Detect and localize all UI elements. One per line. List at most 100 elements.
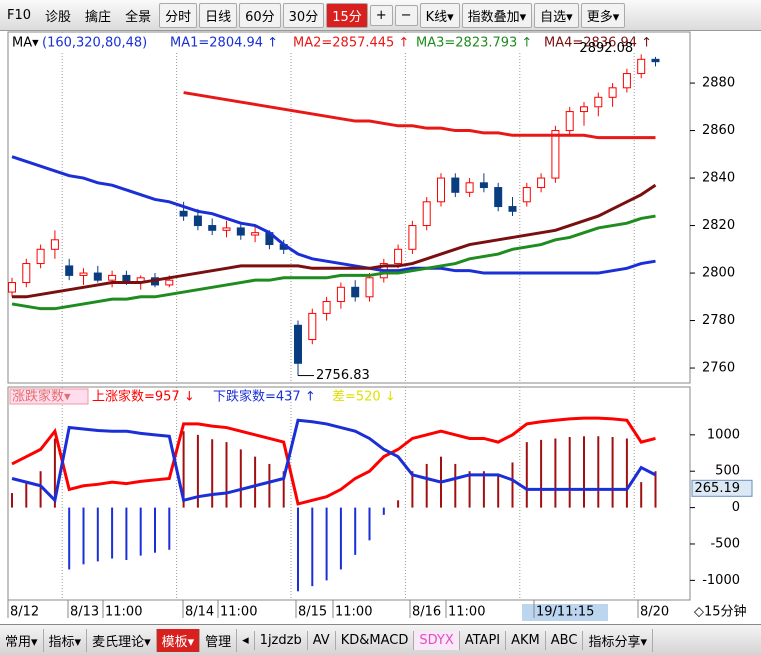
tab[interactable]: AKM [506,630,546,650]
y-tick-label: -500 [710,536,740,551]
ma-header: (160,320,80,48) [42,36,147,51]
ma-line [183,91,656,140]
ma-label: MA3=2823.793 ↑ [416,36,532,51]
toolbar-button[interactable]: 分时 [159,2,198,28]
toolbar-button[interactable]: K线▾ [419,2,460,28]
toolbar-button[interactable]: 日线 [199,2,238,28]
legend: 上涨家数=957 ↓ [92,389,195,405]
candle-body [236,227,245,236]
toolbar-button[interactable]: − [394,4,418,26]
candle-body [79,272,88,276]
low-annotation: 2756.83 [316,368,370,383]
ma-line [12,183,657,299]
candle-body [22,263,31,284]
tab[interactable]: 管理 [200,628,238,652]
y-tick-label: 2840 [702,171,735,186]
y-tick-label: 2800 [702,266,735,281]
toolbar-button[interactable]: 擒庄 [85,9,112,25]
candle-body [251,232,260,236]
candle-body [651,58,660,63]
candle-body [50,239,59,250]
x-tick-label: 19/11:15 [536,605,594,620]
y-tick-label: 2880 [702,76,735,91]
x-tick-label: 8/20 [640,605,669,620]
candle-body [522,187,531,203]
candle-body [408,225,417,250]
candle-body [108,274,117,281]
toolbar-button[interactable]: 更多▾ [580,2,626,28]
tab[interactable]: 麦氏理论▾ [87,628,157,652]
tab[interactable]: ATAPI [460,630,507,650]
candle-body [479,182,488,189]
candle-body [451,177,460,193]
tab[interactable]: 模板▾ [156,628,201,652]
candle-body [637,58,646,75]
candle-body [351,286,360,298]
y-tick-label: 0 [732,500,740,515]
y-tick-label: 2860 [702,123,735,138]
toolbar-button[interactable]: 15分 [326,2,368,28]
candle-body [508,206,517,212]
high-annotation: 2892.08 [579,41,633,56]
x-tick-label: 8/16 [412,605,441,620]
candle-body [580,106,588,113]
toolbar: F10 诊股 擒庄 全景 分时 日线 60分 30分 15分 + − K线▾ 指数叠加▾ 自选▾ 更多▾ [0,0,761,31]
candle-body [437,177,445,203]
candle-body [8,282,16,293]
candle-body [308,312,317,341]
y-tick-label: 2760 [702,361,735,376]
ma-header: MA▾ [12,36,39,51]
main-panel [7,31,691,384]
legend-title: 涨跌家数▾ [12,389,71,405]
toolbar-button[interactable]: 自选▾ [534,2,579,28]
cursor-box [522,604,608,621]
period-label: ◇15分钟 [694,604,747,620]
candle-body [551,130,560,179]
tab[interactable]: ABC [546,630,584,650]
ma-label: MA2=2857.445 ↑ [293,36,409,51]
tab[interactable]: 指标分享▾ [583,628,653,652]
candle-body [608,87,617,98]
candle-body [65,265,74,276]
toolbar-button[interactable]: 指数叠加▾ [461,2,533,28]
candle-body [36,248,45,265]
y-tick-label: 2820 [702,218,735,233]
toolbar-button[interactable]: 诊股 [45,9,72,25]
y-tick-label: -1000 [702,573,740,588]
x-tick-label: 11:00 [105,605,142,620]
series-line [11,418,657,504]
x-tick-label: 11:00 [335,605,372,620]
tab[interactable]: KD&MACD [336,630,415,650]
candle-body [179,210,188,217]
legend-box [9,388,89,405]
tab[interactable]: ◂ [237,630,255,650]
chart: MA▾ (160,320,80,48) MA1=2804.94 ↑ MA2=2857.… [7,31,753,621]
x-tick-label: 8/13 [70,605,99,620]
candle-body [622,73,631,89]
last-value-box [691,479,753,497]
tab[interactable]: AV [308,630,336,650]
tab[interactable]: 常用▾ [0,628,44,652]
toolbar-button[interactable]: 30分 [282,2,325,28]
sub-panel [7,386,691,601]
candle-body [193,215,202,227]
candle-body [93,272,102,281]
x-tick-label: 11:00 [448,605,485,620]
ma-label: MA1=2804.94 ↑ [170,36,278,51]
y-tick-label: 2780 [702,313,735,328]
toolbar-button[interactable]: F10 [7,7,32,23]
toolbar-button[interactable]: 全景 [125,9,152,25]
tab[interactable]: 指标▾ [44,628,88,652]
toolbar-button[interactable]: 60分 [239,2,281,28]
candle-body [322,301,331,314]
x-tick-label: 8/15 [298,605,327,620]
bottom-tabs: 常用▾ 指标▾ 麦氏理论▾ 模板▾ 管理 ◂ 1jzdzb AV KD&MACD SDYX ATAP… [0,624,761,655]
ma-label: MA4=2836.94 ↑ [544,36,652,51]
header-bg [9,33,689,51]
toolbar-button[interactable]: + [369,4,393,26]
candle-body [594,96,603,108]
tab[interactable]: SDYX [414,630,460,650]
tab[interactable]: 1jzdzb [255,630,308,650]
last-value: 265.19 [695,481,741,496]
candle-body [336,286,345,303]
